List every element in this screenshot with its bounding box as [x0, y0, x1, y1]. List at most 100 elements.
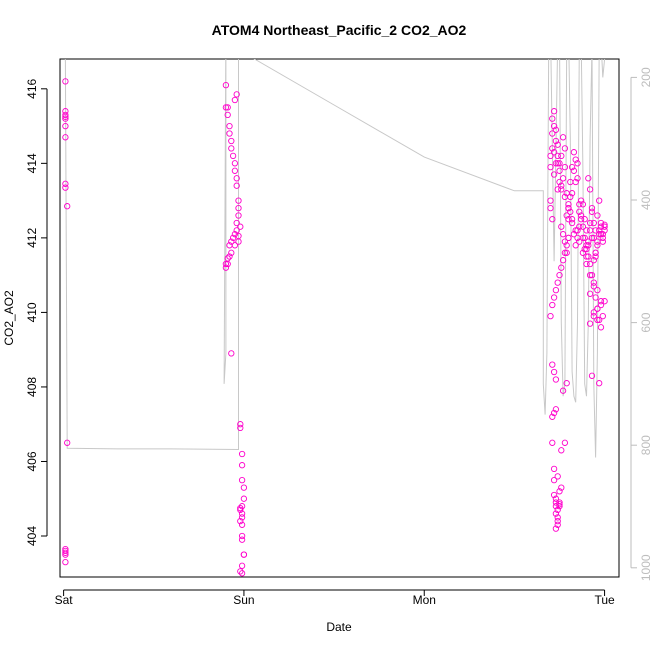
data-point [222, 260, 230, 268]
data-point [558, 223, 565, 230]
data-point [554, 160, 561, 167]
data-point [550, 149, 558, 156]
y2-tick-label: 200 [639, 67, 650, 87]
data-point [590, 309, 597, 316]
y2-axis: 200 400 600 800 1000 [630, 67, 650, 581]
data-point [552, 525, 560, 532]
data-point [576, 238, 583, 245]
data-point [597, 231, 605, 238]
data-point [583, 227, 590, 234]
data-point [588, 271, 596, 279]
data-point [233, 175, 240, 182]
data-point [559, 175, 567, 182]
data-point [596, 197, 603, 204]
x-tick-label: Mon [413, 593, 436, 607]
data-point [563, 242, 570, 249]
data-point [574, 175, 581, 182]
data-point [585, 253, 592, 260]
data-point [568, 216, 576, 223]
data-point [238, 570, 246, 577]
data-point [565, 201, 572, 208]
data-point [228, 238, 235, 245]
data-point [597, 219, 605, 227]
data-point [229, 234, 237, 242]
data-point [576, 201, 583, 208]
data-point [237, 424, 244, 432]
data-point [586, 219, 594, 227]
x-axis: Sat Sun Mon Tue [55, 589, 615, 607]
data-point [585, 175, 592, 182]
data-point [231, 160, 239, 167]
y-tick-label: 406 [25, 451, 39, 471]
data-point [62, 547, 69, 555]
data-point [558, 182, 565, 189]
points-layer [62, 78, 608, 577]
data-point [222, 104, 230, 111]
data-point [238, 462, 246, 469]
data-point [554, 279, 561, 286]
pressure-line [64, 59, 606, 458]
data-point [558, 264, 565, 271]
data-point [586, 186, 594, 193]
data-point [64, 203, 71, 210]
data-point [586, 290, 594, 297]
data-point [567, 208, 574, 215]
data-point [570, 231, 578, 238]
data-point [549, 115, 556, 122]
data-point [568, 219, 576, 227]
y-axis-label: CO2_AO2 [2, 290, 16, 346]
data-point [583, 245, 590, 253]
data-point [596, 231, 603, 238]
data-point [556, 488, 563, 495]
data-point [238, 521, 246, 528]
data-point [579, 234, 587, 242]
data-point [552, 160, 560, 167]
data-point [597, 324, 605, 331]
data-point [577, 197, 585, 204]
data-point [238, 514, 246, 521]
data-point [583, 260, 590, 268]
data-point [554, 473, 561, 480]
data-point [585, 242, 592, 249]
data-point [224, 260, 231, 268]
data-point [552, 510, 560, 517]
data-point [599, 231, 606, 238]
data-point [577, 216, 585, 223]
data-point [583, 253, 590, 260]
data-point [556, 499, 563, 506]
data-point [558, 152, 565, 160]
data-point [599, 234, 606, 242]
data-point [599, 238, 606, 245]
data-point [238, 510, 246, 517]
data-point [601, 223, 608, 230]
data-point [550, 476, 558, 484]
data-point [549, 361, 556, 368]
data-point [561, 163, 569, 171]
data-point [556, 167, 563, 174]
data-point [590, 257, 597, 264]
data-point [568, 190, 576, 197]
data-point [552, 126, 560, 133]
data-point [572, 178, 579, 186]
y-tick-label: 404 [25, 526, 39, 546]
data-point [237, 223, 244, 230]
data-point [233, 91, 240, 98]
data-point [561, 439, 569, 446]
data-point [550, 108, 558, 115]
data-point [62, 113, 69, 120]
data-point [552, 495, 560, 502]
data-point [572, 156, 579, 163]
y-tick-label: 416 [25, 78, 39, 98]
data-point [549, 301, 556, 309]
data-point [547, 312, 554, 320]
data-point [237, 504, 244, 512]
data-point [552, 406, 560, 413]
data-point [62, 122, 69, 130]
data-point [586, 227, 594, 234]
data-point [238, 476, 246, 484]
data-point [552, 286, 560, 294]
data-point [62, 111, 69, 119]
line-layer [64, 59, 606, 458]
data-point [554, 152, 561, 160]
